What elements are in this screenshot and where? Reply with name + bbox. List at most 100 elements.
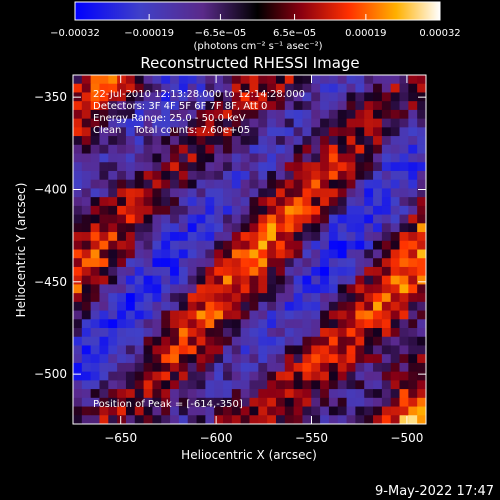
heatmap-cell <box>223 258 233 268</box>
heatmap-cell <box>196 136 206 146</box>
heatmap-cell <box>346 223 356 233</box>
heatmap-cell <box>302 249 312 259</box>
heatmap-cell <box>355 328 365 338</box>
heatmap-cell <box>81 179 92 189</box>
heatmap-cell <box>355 293 365 303</box>
heatmap-cell <box>328 275 339 285</box>
heatmap-cell <box>355 170 365 181</box>
heatmap-cell <box>205 371 215 381</box>
heatmap-cell <box>337 380 347 390</box>
heatmap-cell <box>258 92 268 102</box>
heatmap-cell <box>373 266 383 277</box>
heatmap-cell <box>196 162 206 172</box>
heatmap-cell <box>223 188 233 198</box>
heatmap-cell <box>364 258 374 268</box>
heatmap-cell <box>399 249 409 259</box>
heatmap-cell <box>364 397 374 407</box>
heatmap-cell <box>143 406 153 416</box>
heatmap-cell <box>355 197 365 207</box>
heatmap-cell <box>117 275 127 285</box>
heatmap-cell <box>267 354 277 364</box>
heatmap-cell <box>240 75 250 85</box>
heatmap-cell <box>240 240 250 250</box>
heatmap-cell <box>81 214 92 224</box>
heatmap-cell <box>161 232 171 242</box>
heatmap-cell <box>240 127 250 137</box>
heatmap-cell <box>99 109 109 120</box>
heatmap-cell <box>346 109 356 120</box>
heatmap-cell <box>196 214 206 224</box>
heatmap-cell <box>170 162 180 172</box>
heatmap-cell <box>187 310 197 320</box>
heatmap-cell <box>399 92 409 102</box>
heatmap-cell <box>187 179 197 189</box>
heatmap-cell <box>99 75 109 85</box>
heatmap-cell <box>117 179 127 189</box>
heatmap-cell <box>267 249 277 259</box>
heatmap-cell <box>267 415 277 424</box>
heatmap-cell <box>152 101 162 111</box>
heatmap-cell <box>381 380 392 390</box>
heatmap-cell <box>328 197 339 207</box>
heatmap-cell <box>196 223 206 233</box>
heatmap-cell <box>249 162 259 172</box>
heatmap-cell <box>90 362 100 373</box>
heatmap-cell <box>134 284 144 294</box>
heatmap-cell <box>373 240 383 250</box>
heatmap-cell <box>258 275 268 285</box>
heatmap-cell <box>108 162 118 172</box>
heatmap-cell <box>196 336 206 346</box>
heatmap-cell <box>143 223 153 233</box>
heatmap-cell <box>373 83 383 93</box>
heatmap-cell <box>143 249 153 259</box>
heatmap-cell <box>293 83 303 93</box>
heatmap-cell <box>81 101 92 111</box>
heatmap-cell <box>205 362 215 373</box>
heatmap-cell <box>178 328 189 338</box>
heatmap-cell <box>170 301 180 311</box>
heatmap-cell <box>284 240 295 250</box>
heatmap-cell <box>346 144 356 154</box>
heatmap-cell <box>73 205 83 216</box>
heatmap-cell <box>90 127 100 137</box>
heatmap-cell <box>214 406 224 416</box>
heatmap-cell <box>267 232 277 242</box>
heatmap-cell <box>364 214 374 224</box>
heatmap-cell <box>223 118 233 128</box>
heatmap-cell <box>143 362 153 373</box>
heatmap-cell <box>293 406 303 416</box>
heatmap-cell <box>337 205 347 216</box>
heatmap-cell <box>170 397 180 407</box>
heatmap-cell <box>249 389 259 399</box>
heatmap-cell <box>267 389 277 399</box>
heatmap-cell <box>187 258 197 268</box>
heatmap-cell <box>417 301 426 311</box>
heatmap-cell <box>293 162 303 172</box>
heatmap-cell <box>258 162 268 172</box>
heatmap-cell <box>187 101 197 111</box>
heatmap-cell <box>373 406 383 416</box>
heatmap-cell <box>258 223 268 233</box>
heatmap-cell <box>417 153 426 163</box>
heatmap-cell <box>346 127 356 137</box>
heatmap-cell <box>178 389 189 399</box>
plot-frame <box>72 74 427 425</box>
heatmap-cell <box>328 406 339 416</box>
heatmap-cell <box>134 293 144 303</box>
heatmap-cell <box>258 301 268 311</box>
heatmap-cell <box>152 266 162 277</box>
heatmap-cell <box>381 406 392 416</box>
heatmap-cell <box>373 310 383 320</box>
heatmap-cell <box>223 389 233 399</box>
heatmap-cell <box>390 301 400 311</box>
heatmap-cell <box>231 336 242 346</box>
heatmap-cell <box>205 136 215 146</box>
heatmap-cell <box>258 136 268 146</box>
heatmap-cell <box>170 136 180 146</box>
heatmap-cell <box>161 389 171 399</box>
heatmap-cell <box>417 406 426 416</box>
heatmap-cell <box>117 284 127 294</box>
heatmap-cell <box>399 319 409 329</box>
heatmap-cell <box>390 162 400 172</box>
heatmap-cell <box>284 232 295 242</box>
